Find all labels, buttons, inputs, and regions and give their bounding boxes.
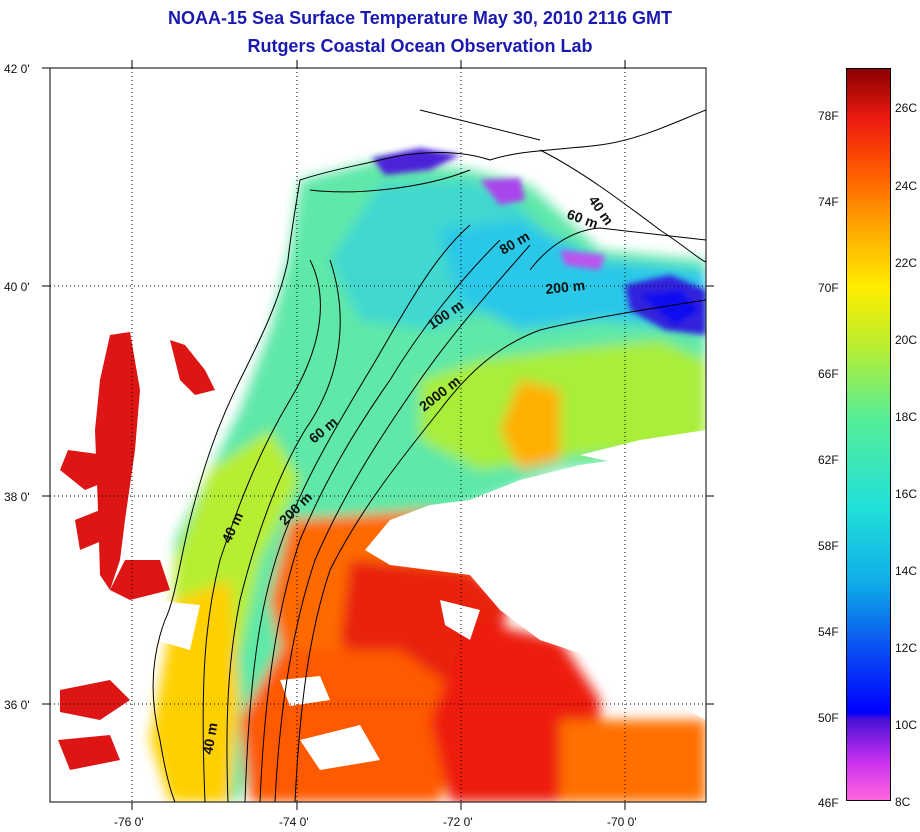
contour-label: 200 m	[545, 277, 586, 297]
colorbar-c-label: 18C	[895, 410, 918, 424]
cloud-mask	[150, 430, 706, 770]
colorbar-f-label: 46F	[818, 796, 839, 810]
colorbar-c-label: 14C	[895, 564, 918, 578]
colorbar-c-label: 16C	[895, 487, 918, 501]
colorbar-f-label: 62F	[818, 453, 839, 467]
colorbar-c-label: 22C	[895, 256, 918, 270]
temperature-colorbar	[846, 68, 891, 801]
graticule	[50, 68, 706, 802]
colorbar-f-label: 78F	[818, 109, 839, 123]
lon-label: -76 0'	[114, 815, 144, 829]
colorbar-f-label: 66F	[818, 367, 839, 381]
bathymetry-contours	[202, 224, 706, 802]
contour-label: 40 m	[199, 721, 220, 755]
bays	[58, 332, 215, 770]
cold-water	[372, 148, 706, 335]
map-frame	[49, 67, 707, 803]
colorbar-c-label: 20C	[895, 333, 918, 347]
colorbar-c-label: 8C	[895, 795, 911, 809]
lon-label: -70 0'	[607, 815, 637, 829]
colorbar-f-label: 50F	[818, 711, 839, 725]
colorbar-f-label: 74F	[818, 195, 839, 209]
lon-label: -72 0'	[443, 815, 473, 829]
axis-ticks	[42, 60, 714, 810]
map-subtitle: Rutgers Coastal Ocean Observation Lab	[247, 36, 593, 56]
colorbar-f-label: 58F	[818, 539, 839, 553]
colorbar-c-label: 12C	[895, 641, 918, 655]
lat-label: 42 0'	[4, 62, 30, 76]
coastline	[152, 109, 706, 802]
lat-label: 38 0'	[4, 490, 30, 504]
lat-label: 40 0'	[4, 280, 30, 294]
lon-label: -74 0'	[279, 815, 309, 829]
colorbar-c-label: 26C	[895, 101, 918, 115]
map-title: NOAA-15 Sea Surface Temperature May 30, …	[168, 8, 672, 28]
colorbar-f-label: 54F	[818, 625, 839, 639]
lat-label: 36 0'	[4, 698, 30, 712]
colorbar-c-label: 24C	[895, 179, 918, 193]
colorbar-f-label: 70F	[818, 281, 839, 295]
colorbar-c-label: 10C	[895, 718, 918, 732]
